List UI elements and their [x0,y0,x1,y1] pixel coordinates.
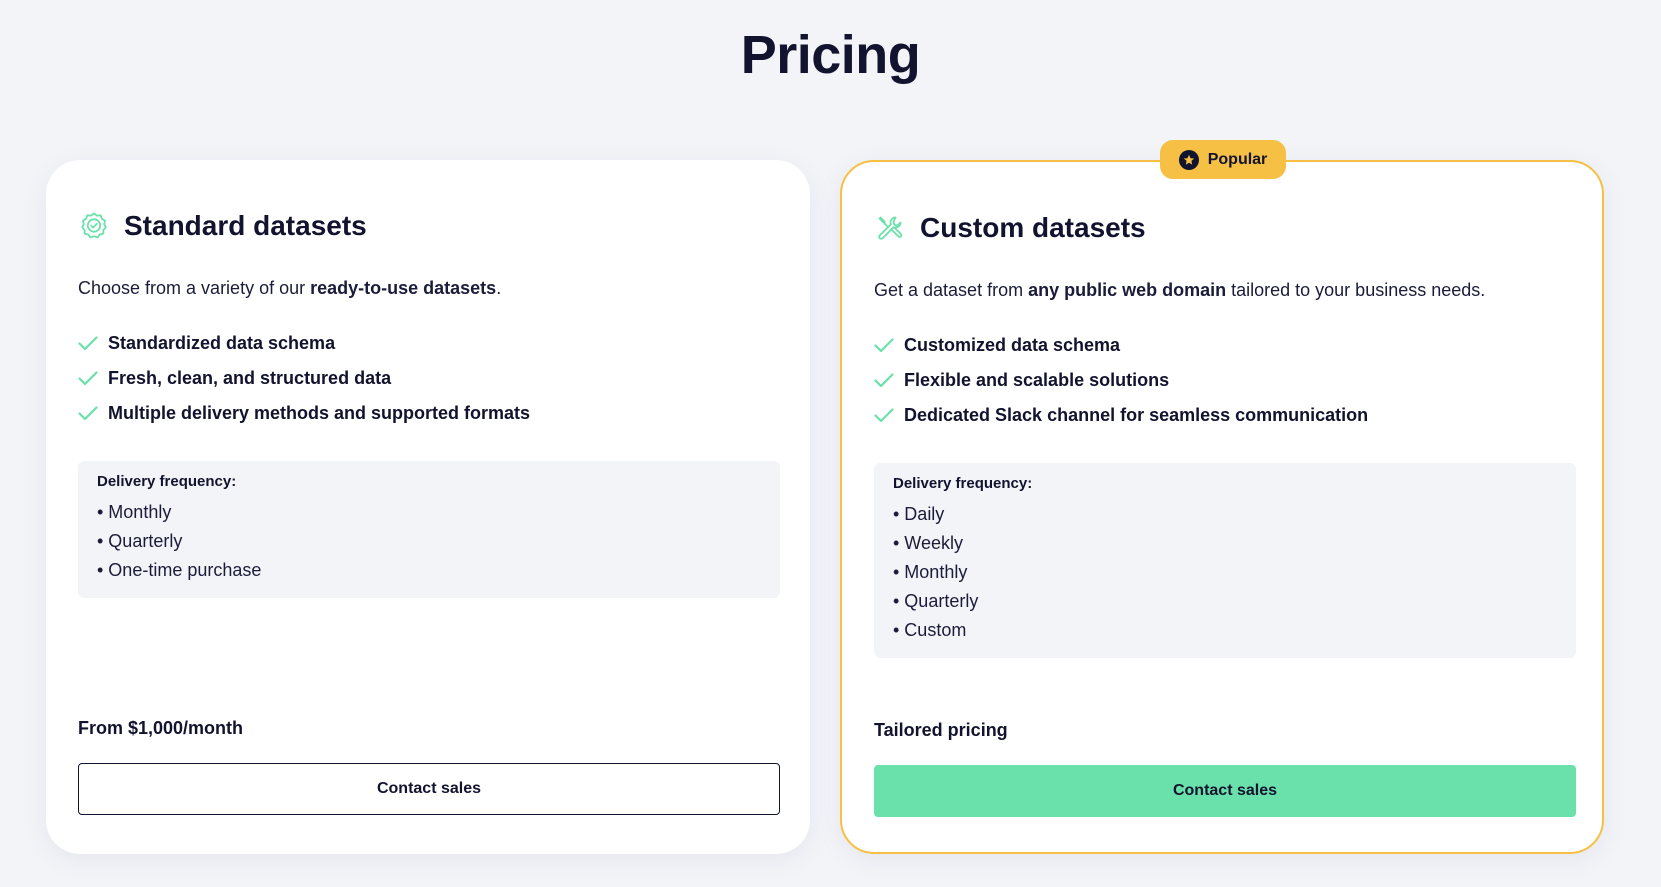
custom-delivery-frequency-box: Delivery frequency: • Daily • Weekly • M… [874,463,1576,658]
frequency-item: • Quarterly [893,591,979,611]
popular-badge-label: Popular [1207,150,1268,168]
feature-label: Dedicated Slack channel for seamless com… [904,405,1369,425]
custom-card-description: Get a dataset from any public web domain… [874,280,1485,301]
feature-item: Flexible and scalable solutions [874,363,1368,398]
feature-label: Multiple delivery methods and supported … [108,403,531,423]
standard-price: From $1,000/month [78,718,244,738]
feature-label: Flexible and scalable solutions [904,370,1170,390]
feature-label: Fresh, clean, and structured data [108,368,392,388]
standard-desc-bold: ready-to-use datasets [310,278,497,298]
page-title: Pricing [740,25,921,85]
standard-card-title: Standard datasets [124,210,367,241]
frequency-item: • Custom [893,620,967,640]
frequency-item: • Weekly [893,533,963,553]
feature-item: Fresh, clean, and structured data [78,361,530,396]
standard-feature-list: Standardized data schema Fresh, clean, a… [78,326,530,431]
standard-delivery-frequency-box: Delivery frequency: • Monthly • Quarterl… [78,461,780,598]
check-icon [78,370,100,388]
frequency-item: • Monthly [97,502,172,522]
standard-datasets-card: Standard datasets Choose from a variety … [46,160,810,854]
check-icon [874,407,896,425]
feature-item: Dedicated Slack channel for seamless com… [874,398,1368,433]
custom-contact-sales-button[interactable]: Contact sales [874,765,1576,817]
custom-datasets-card: Popular Custom datasets Get a dataset fr… [840,140,1604,854]
custom-feature-list: Customized data schema Flexible and scal… [874,328,1368,433]
delivery-frequency-label: Delivery frequency: [97,473,237,490]
tools-icon [874,212,906,244]
feature-item: Multiple delivery methods and supported … [78,396,530,431]
popular-badge: Popular [1160,140,1286,179]
custom-desc-bold: any public web domain [1028,280,1227,300]
custom-card-header: Custom datasets [874,212,1146,244]
check-icon [78,405,100,423]
standard-card-header: Standard datasets [78,210,367,242]
custom-desc-suffix: tailored to your business needs. [1226,280,1486,300]
feature-item: Customized data schema [874,328,1368,363]
feature-item: Standardized data schema [78,326,530,361]
badge-check-icon [78,210,110,242]
standard-card-description: Choose from a variety of our ready-to-us… [78,278,501,299]
feature-label: Customized data schema [904,335,1121,355]
feature-label: Standardized data schema [108,333,336,353]
delivery-frequency-label: Delivery frequency: [893,475,1033,492]
delivery-frequency-list: • Monthly • Quarterly • One-time purchas… [97,498,761,585]
star-icon [1178,149,1199,170]
frequency-item: • Quarterly [97,531,183,551]
custom-price: Tailored pricing [874,720,1008,740]
custom-card-title: Custom datasets [920,212,1146,243]
standard-desc-prefix: Choose from a variety of our [78,278,311,298]
frequency-item: • One-time purchase [97,560,262,580]
delivery-frequency-list: • Daily • Weekly • Monthly • Quarterly •… [893,500,1557,645]
standard-desc-suffix: . [496,278,502,298]
frequency-item: • Daily [893,504,945,524]
custom-desc-prefix: Get a dataset from [874,280,1029,300]
check-icon [78,335,100,353]
check-icon [874,372,896,390]
standard-contact-sales-button[interactable]: Contact sales [78,763,780,815]
check-icon [874,337,896,355]
frequency-item: • Monthly [893,562,968,582]
